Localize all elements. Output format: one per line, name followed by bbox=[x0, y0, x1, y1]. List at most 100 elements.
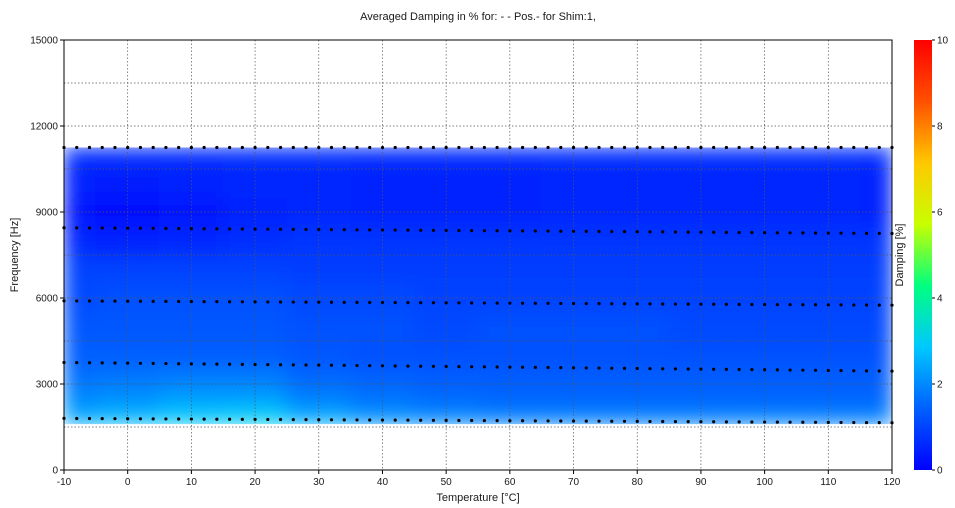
y-axis-ticks: 0 3000 6000 9000 12000 15000 bbox=[30, 36, 64, 477]
heatmap-cell bbox=[64, 369, 97, 392]
measured-point bbox=[317, 300, 321, 304]
measured-point bbox=[457, 365, 461, 369]
measured-point bbox=[533, 365, 537, 369]
measured-point bbox=[610, 302, 614, 306]
heatmap-cell bbox=[64, 340, 97, 371]
measured-point bbox=[329, 418, 334, 422]
measured-point bbox=[482, 301, 486, 305]
y-tick-label: 12000 bbox=[30, 122, 58, 133]
measured-point bbox=[380, 228, 385, 232]
heatmap-cell bbox=[64, 390, 97, 406]
measured-point bbox=[444, 418, 448, 422]
heatmap-cell bbox=[541, 254, 606, 285]
measured-point bbox=[610, 229, 614, 234]
heatmap-cell bbox=[604, 283, 670, 313]
measured-point bbox=[202, 299, 206, 304]
measured-points bbox=[62, 145, 894, 425]
measured-point bbox=[215, 145, 219, 150]
measured-point bbox=[826, 303, 830, 307]
measured-point bbox=[75, 145, 79, 150]
heatmap-mask-bottom bbox=[64, 424, 892, 470]
heatmap-cell bbox=[859, 254, 892, 285]
measured-point bbox=[571, 229, 576, 233]
measured-point bbox=[546, 301, 550, 305]
measured-point bbox=[189, 227, 193, 231]
measured-point bbox=[470, 228, 474, 233]
measured-point bbox=[661, 419, 665, 424]
heatmap-cell bbox=[604, 311, 670, 342]
colorbar-tick-label: 10 bbox=[937, 36, 949, 47]
x-tick-label: 80 bbox=[632, 477, 644, 488]
measured-point bbox=[520, 229, 525, 233]
x-tick-label: 60 bbox=[504, 477, 516, 488]
measured-point bbox=[750, 230, 754, 235]
measured-point bbox=[635, 302, 639, 306]
colorbar bbox=[914, 40, 932, 470]
heatmap-cell bbox=[64, 197, 97, 227]
measured-point bbox=[304, 227, 308, 232]
measured-point bbox=[635, 145, 639, 150]
heatmap-cell bbox=[604, 254, 670, 285]
measured-point bbox=[444, 228, 448, 233]
measured-point bbox=[813, 231, 818, 235]
measured-point bbox=[763, 231, 767, 235]
colorbar-tick-label: 0 bbox=[937, 466, 943, 477]
measured-point bbox=[495, 145, 499, 150]
measured-point bbox=[559, 301, 563, 306]
measured-point bbox=[100, 145, 104, 150]
measured-point bbox=[712, 367, 716, 371]
measured-point bbox=[87, 416, 92, 421]
measured-point bbox=[597, 302, 601, 306]
measured-point bbox=[355, 363, 359, 368]
heatmap-cell bbox=[64, 254, 97, 285]
measured-point bbox=[864, 303, 869, 307]
measured-point bbox=[291, 145, 295, 150]
heatmap-cell bbox=[859, 225, 892, 256]
heatmap-cell bbox=[159, 254, 224, 285]
measured-point bbox=[877, 231, 881, 236]
measured-point bbox=[520, 301, 525, 305]
measured-point bbox=[520, 365, 525, 369]
measured-point bbox=[240, 362, 244, 366]
measured-point bbox=[406, 301, 410, 305]
measured-point bbox=[724, 420, 729, 424]
heatmap-cell bbox=[859, 147, 892, 166]
measured-point bbox=[253, 362, 257, 367]
measured-point bbox=[622, 419, 627, 423]
measured-point bbox=[635, 366, 639, 371]
measured-point bbox=[457, 301, 461, 305]
measured-point bbox=[138, 417, 143, 421]
x-tick-label: 50 bbox=[441, 477, 453, 488]
measured-point bbox=[329, 228, 334, 232]
measured-point bbox=[431, 228, 436, 232]
measured-point bbox=[189, 299, 193, 304]
measured-point bbox=[584, 301, 588, 306]
measured-point bbox=[482, 418, 486, 423]
measured-point bbox=[304, 145, 308, 150]
measured-point bbox=[470, 365, 474, 369]
measured-point bbox=[113, 299, 117, 303]
x-tick-label: 10 bbox=[186, 477, 198, 488]
measured-point bbox=[215, 362, 219, 366]
measured-point bbox=[546, 229, 550, 233]
measured-point bbox=[533, 301, 537, 305]
heatmap-cell bbox=[477, 311, 543, 342]
heatmap-cell bbox=[668, 311, 734, 342]
chart-title: Averaged Damping in % for: - - Pos.- for… bbox=[360, 11, 596, 23]
measured-point bbox=[380, 364, 385, 368]
measured-point bbox=[126, 145, 130, 150]
measured-point bbox=[877, 145, 881, 150]
measured-point bbox=[877, 369, 881, 373]
measured-point bbox=[342, 145, 346, 150]
measured-point bbox=[202, 362, 206, 366]
measured-point bbox=[686, 367, 690, 371]
colorbar-tick-label: 8 bbox=[937, 122, 943, 133]
heatmap-cell bbox=[95, 417, 161, 425]
measured-point bbox=[100, 361, 104, 365]
measured-point bbox=[788, 303, 792, 307]
measured-point bbox=[266, 417, 270, 422]
measured-point bbox=[712, 145, 716, 150]
measured-point bbox=[253, 227, 257, 231]
measured-point bbox=[763, 145, 767, 150]
